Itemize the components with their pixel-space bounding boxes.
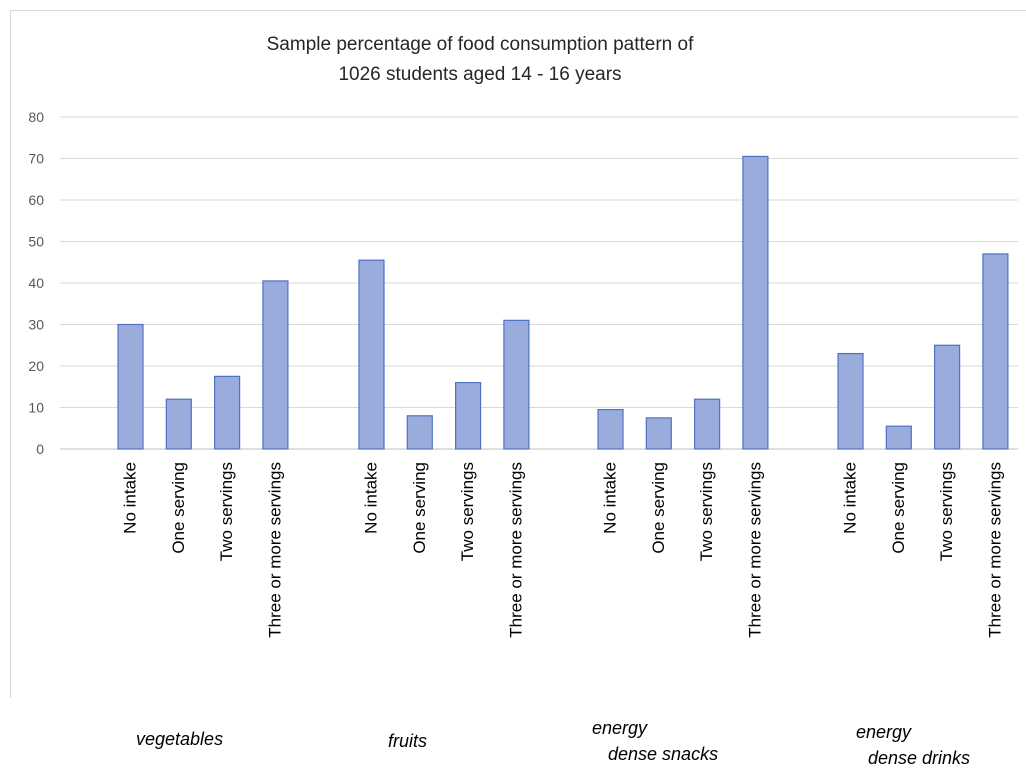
bar: [503, 319, 530, 450]
y-tick-label: 60: [28, 192, 44, 208]
y-tick-label: 50: [28, 234, 44, 250]
bar: [117, 323, 144, 450]
y-tick-label: 30: [28, 317, 44, 333]
bar-chart: 0 10 20 30 40 50 60 70 80 No intake One serving Two…: [28, 109, 1018, 638]
bar: [982, 253, 1009, 450]
group-label-line: energy: [592, 718, 648, 738]
bar: [455, 382, 482, 450]
group-label-line: vegetables: [136, 729, 224, 749]
category-tick-label: No intake: [121, 462, 140, 534]
category-tick-label: One serving: [169, 462, 188, 554]
category-tick-label: Three or more servings: [985, 462, 1004, 638]
group-label-energy-dense-drinks: energy dense drinks: [856, 719, 970, 771]
y-tick-label: 20: [28, 358, 44, 374]
group-label-line: fruits: [388, 731, 428, 751]
category-tick-label: Three or more servings: [265, 462, 284, 638]
category-tick-label: No intake: [362, 462, 381, 534]
chart-title-line-2: 1026 students aged 14 - 16 years: [338, 64, 622, 85]
y-tick-label: 40: [28, 275, 44, 291]
y-tick-label: 0: [36, 441, 44, 457]
bar: [837, 352, 864, 450]
category-tick-label: Three or more servings: [506, 462, 525, 638]
bar: [693, 398, 721, 450]
category-tick-label: One serving: [410, 462, 429, 554]
category-tick-label: Two servings: [217, 462, 236, 561]
group-label-line: energy: [856, 722, 912, 742]
bar: [358, 259, 385, 450]
category-tick-label: Two servings: [697, 462, 716, 561]
group-label-fruits: fruits: [388, 728, 427, 754]
bar: [597, 408, 624, 450]
category-tick-label: No intake: [601, 462, 620, 534]
category-tick-label: Three or more servings: [745, 462, 764, 638]
bar: [406, 415, 433, 450]
group-label-line: dense snacks: [608, 744, 719, 764]
category-tick-label: One serving: [889, 462, 908, 554]
category-tick-label: Two servings: [937, 462, 956, 561]
group-label-vegetables: vegetables: [136, 726, 223, 752]
category-tick-label: Two servings: [458, 462, 477, 561]
group-label-line: dense drinks: [868, 748, 971, 768]
chart-title-line-1: Sample percentage of food consumption pa…: [266, 34, 694, 55]
y-tick-label: 70: [28, 151, 44, 167]
bar: [933, 344, 961, 450]
bar: [742, 155, 769, 450]
bar: [262, 280, 289, 450]
bar: [214, 375, 241, 450]
group-label-energy-dense-snacks: energy dense snacks: [592, 715, 718, 767]
y-tick-label: 80: [28, 109, 44, 125]
chart-frame: [10, 10, 1026, 698]
bar: [645, 417, 672, 450]
category-tick-label: No intake: [841, 462, 860, 534]
bar: [885, 425, 912, 450]
bar: [165, 398, 192, 450]
y-tick-label: 10: [28, 400, 44, 416]
category-tick-label: One serving: [649, 462, 668, 554]
